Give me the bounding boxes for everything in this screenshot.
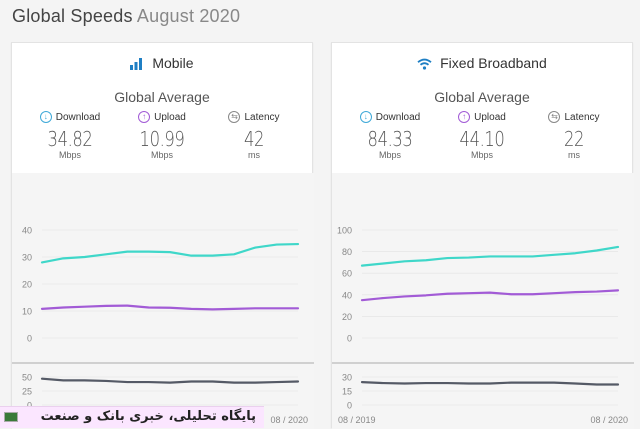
- panel-divider: [332, 362, 634, 364]
- metric-unit: Mbps: [470, 150, 493, 160]
- metric-unit: Mbps: [378, 150, 401, 160]
- latency-y-tick-label: 15: [342, 387, 352, 397]
- mobile-card: Mobile Global Average ↓ Download 34.82 Mb…: [11, 42, 314, 429]
- metric-label: Download: [375, 111, 421, 123]
- mobile-card-header: Mobile Global Average ↓ Download 34.82 Mb…: [12, 43, 312, 173]
- upload-series-line: [360, 289, 620, 302]
- wifi-icon: [417, 58, 432, 70]
- speed-y-tick-label: 100: [337, 226, 352, 236]
- x-tick-label-start: 08 / 2019: [338, 415, 376, 425]
- download-series-line: [360, 245, 620, 267]
- latency-y-tick-label: 0: [27, 401, 32, 411]
- mobile-metrics: ↓ Download 34.82 Mbps ↑ Upload 10.99 Mbps …: [12, 111, 312, 160]
- latency-series-line: [360, 381, 620, 386]
- latency-y-tick-label: 0: [347, 401, 352, 411]
- speed-y-tick-label: 80: [342, 247, 352, 257]
- arrow-down-circle-icon: ↓: [39, 111, 52, 123]
- fixed-upload-metric: ↑ Upload 44.10 Mbps: [437, 111, 527, 160]
- speed-y-tick-label: 60: [342, 269, 352, 279]
- page-title-month: August 2020: [136, 6, 241, 26]
- metric-unit: ms: [568, 150, 580, 160]
- fixed-title-label: Fixed Broadband: [440, 55, 547, 71]
- mobile-upload-metric: ↑ Upload 10.99 Mbps: [117, 111, 207, 160]
- metric-label: Latency: [244, 111, 280, 123]
- fixed-global-average-label: Global Average: [434, 89, 530, 105]
- mobile-download-metric: ↓ Download 34.82 Mbps: [25, 111, 115, 160]
- page-title-text: Global Speeds: [12, 6, 133, 26]
- arrow-down-circle-icon: ↓: [359, 111, 372, 123]
- metric-label: Upload: [474, 111, 506, 123]
- panel-divider: [12, 362, 314, 364]
- speed-y-tick-label: 20: [22, 280, 32, 290]
- x-tick-label-end: 08 / 2020: [270, 415, 308, 425]
- metric-value: 42: [243, 127, 265, 151]
- speed-y-tick-label: 40: [22, 226, 32, 236]
- fixed-speed-chart: 0 20 40 60 80 100 0 15 30 08 / 2019 08 / 2020: [332, 226, 634, 425]
- metric-value: 84.33: [367, 127, 413, 151]
- fixed-card-header: Fixed Broadband Global Average ↓ Download…: [332, 43, 632, 173]
- fixed-card-title[interactable]: Fixed Broadband: [332, 55, 632, 71]
- speed-y-tick-label: 30: [22, 253, 32, 263]
- speed-y-tick-label: 0: [347, 334, 352, 344]
- speed-y-tick-label: 40: [342, 290, 352, 300]
- arrow-up-circle-icon: ↑: [458, 111, 471, 123]
- signal-bars-icon: [130, 58, 143, 70]
- metric-unit: Mbps: [58, 150, 81, 160]
- metric-unit: Mbps: [150, 150, 173, 160]
- watermark-banner: پایگاه تحلیلی، خبری بانک و صنعت: [0, 406, 264, 428]
- flag-icon: [4, 412, 18, 422]
- metric-label: Latency: [564, 111, 600, 123]
- metric-label: Download: [55, 111, 101, 123]
- metric-label: Upload: [154, 111, 186, 123]
- mobile-global-average-label: Global Average: [114, 89, 210, 105]
- fixed-download-metric: ↓ Download 84.33 Mbps: [345, 111, 435, 160]
- speed-y-tick-label: 0: [27, 334, 32, 344]
- latency-circle-icon: ⇆: [548, 111, 561, 123]
- download-series-line: [40, 242, 300, 264]
- speed-y-tick-label: 20: [342, 312, 352, 322]
- fixed-broadband-card: Fixed Broadband Global Average ↓ Download…: [331, 42, 634, 429]
- metric-value: 44.10: [459, 127, 505, 151]
- metric-unit: ms: [248, 150, 260, 160]
- metric-value: 22: [563, 127, 585, 151]
- fixed-chart-area: 0 20 40 60 80 100 0 15 30 08 / 2019 08 / 2020: [332, 173, 634, 429]
- mobile-card-title[interactable]: Mobile: [12, 55, 312, 71]
- speed-y-tick-label: 10: [22, 307, 32, 317]
- watermark-text: پایگاه تحلیلی، خبری بانک و صنعت: [40, 409, 256, 424]
- mobile-title-label: Mobile: [152, 55, 194, 71]
- mobile-latency-metric: ⇆ Latency 42 ms: [209, 111, 299, 160]
- upload-series-line: [40, 304, 300, 311]
- latency-y-tick-label: 30: [342, 373, 352, 383]
- metric-value: 34.82: [47, 127, 93, 151]
- latency-y-tick-label: 50: [22, 373, 32, 383]
- latency-y-tick-label: 25: [22, 387, 32, 397]
- latency-circle-icon: ⇆: [228, 111, 241, 123]
- page-title: Global Speeds August 2020: [12, 6, 240, 27]
- fixed-metrics: ↓ Download 84.33 Mbps ↑ Upload 44.10 Mbps …: [332, 111, 632, 160]
- x-tick-label-end: 08 / 2020: [590, 415, 628, 425]
- metric-value: 10.99: [139, 127, 185, 151]
- fixed-latency-metric: ⇆ Latency 22 ms: [529, 111, 619, 160]
- arrow-up-circle-icon: ↑: [138, 111, 151, 123]
- latency-series-line: [40, 377, 300, 384]
